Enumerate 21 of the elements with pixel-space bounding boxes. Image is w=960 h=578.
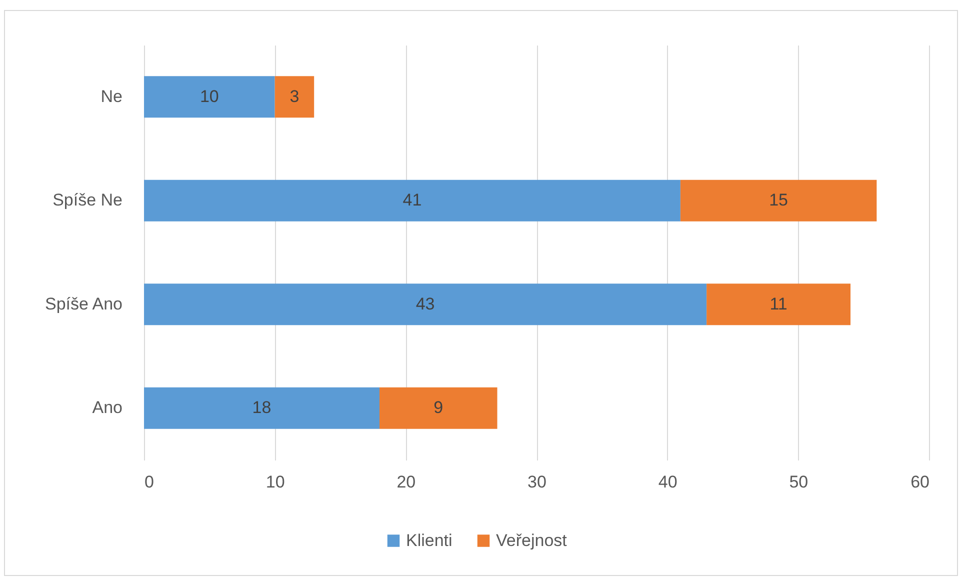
x-tick-label: 0: [144, 472, 154, 492]
y-tick-label: Ne: [100, 86, 122, 106]
data-label: 11: [770, 294, 788, 314]
y-tick-label: Spíše Ano: [44, 294, 122, 314]
data-label: 18: [252, 398, 272, 418]
y-tick-label: Ano: [92, 398, 122, 418]
x-tick-label: 50: [789, 472, 808, 492]
data-label: 43: [416, 294, 435, 314]
data-label: 10: [200, 86, 219, 106]
data-label: 41: [402, 190, 422, 210]
x-tick-label: 30: [528, 472, 546, 492]
legend-label: Klienti: [406, 530, 452, 550]
y-tick-label: Spíše Ne: [52, 190, 122, 210]
x-tick-label: 10: [266, 472, 285, 492]
data-label: 9: [434, 398, 444, 418]
x-tick-label: 40: [658, 472, 678, 492]
x-tick-label: 20: [396, 472, 416, 492]
data-label: 3: [290, 86, 300, 106]
legend-label: Veřejnost: [496, 530, 568, 550]
x-tick-label: 60: [910, 472, 930, 492]
data-label: 15: [769, 190, 788, 210]
